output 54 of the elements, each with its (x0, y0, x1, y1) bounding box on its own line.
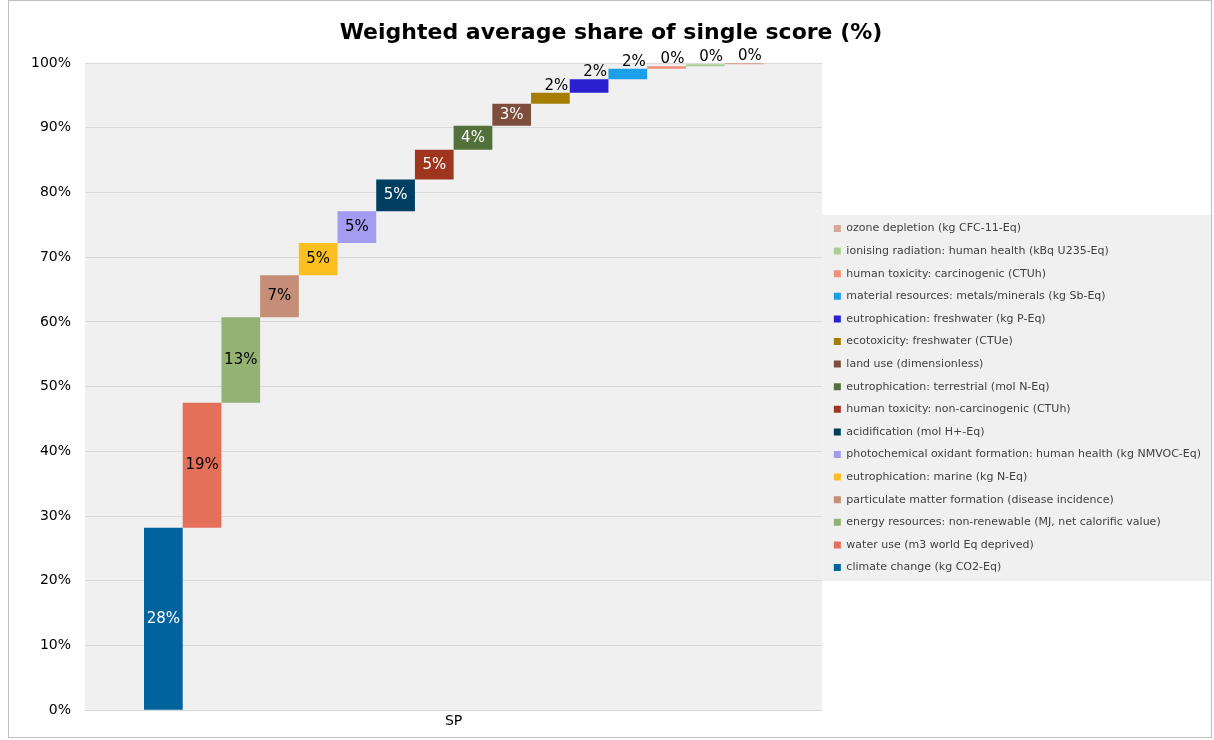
data-label: 19% (185, 455, 219, 474)
bar (569, 79, 609, 93)
y-tick-label: 100% (30, 53, 72, 70)
legend-label: eutrophication: terrestrial (mol N-Eq) (846, 379, 1050, 393)
legend-label: energy resources: non-renewable (MJ, net calorific value) (846, 515, 1161, 529)
chart-title: Weighted average share of single score (%) (338, 19, 884, 44)
legend-label: ionising radiation: human health (kBq U235-Eq) (846, 243, 1109, 257)
data-label: 2% (621, 51, 646, 70)
data-label: 4% (461, 127, 485, 146)
data-label: 0% (738, 45, 762, 64)
bar (221, 317, 261, 403)
data-label: 3% (499, 104, 524, 123)
legend-label: eutrophication: marine (kg N-Eq) (846, 469, 1028, 483)
y-tick-label: 60% (39, 312, 72, 329)
legend-label: ecotoxicity: freshwater (CTUe) (846, 334, 1013, 348)
data-label: 0% (699, 47, 724, 66)
y-tick-label: 0% (48, 700, 72, 717)
legend-label: water use (m3 world Eq deprived) (846, 537, 1034, 551)
x-tick-label: SP (444, 712, 463, 729)
legend-label: material resources: metals/minerals (kg Sb-Eq) (846, 289, 1106, 303)
bar (260, 275, 299, 318)
data-label: 13% (224, 349, 258, 368)
data-label: 7% (267, 286, 292, 305)
data-label: 2% (544, 75, 569, 94)
data-label: 2% (583, 62, 607, 81)
legend-label: photochemical oxidant formation: human health (kg NMVOC-Eq) (846, 447, 1202, 461)
data-label: 5% (383, 185, 408, 204)
data-label: 5% (306, 248, 331, 267)
data-label: 0% (660, 49, 685, 68)
y-tick-label: 40% (39, 441, 72, 458)
legend-label: particulate matter formation (disease incidence) (846, 492, 1114, 506)
bar (182, 402, 222, 528)
data-label: 5% (422, 154, 447, 173)
y-tick-label: 10% (39, 636, 72, 653)
legend-label: climate change (kg CO2-Eq) (846, 560, 1002, 574)
bar (144, 527, 183, 710)
legend-label: acidification (mol H+-Eq) (846, 424, 985, 438)
y-tick-label: 90% (39, 118, 72, 135)
y-tick-label: 50% (39, 377, 72, 394)
y-tick-label: 30% (39, 506, 72, 523)
legend-label: human toxicity: carcinogenic (CTUh) (846, 266, 1047, 280)
legend-label: eutrophication: freshwater (kg P-Eq) (846, 311, 1046, 325)
y-tick-label: 70% (39, 247, 72, 264)
bar (531, 92, 570, 104)
legend-label: human toxicity: non-carcinogenic (CTUh) (846, 402, 1071, 416)
bar (647, 66, 686, 69)
data-label: 28% (146, 608, 181, 627)
y-tick-label: 80% (39, 183, 72, 200)
data-label: 5% (344, 216, 369, 235)
y-tick-label: 20% (39, 571, 72, 588)
bar (608, 68, 648, 80)
bar (376, 179, 415, 212)
legend-label: ozone depletion (kg CFC-11-Eq) (846, 221, 1021, 235)
legend-label: land use (dimensionless) (846, 356, 984, 370)
